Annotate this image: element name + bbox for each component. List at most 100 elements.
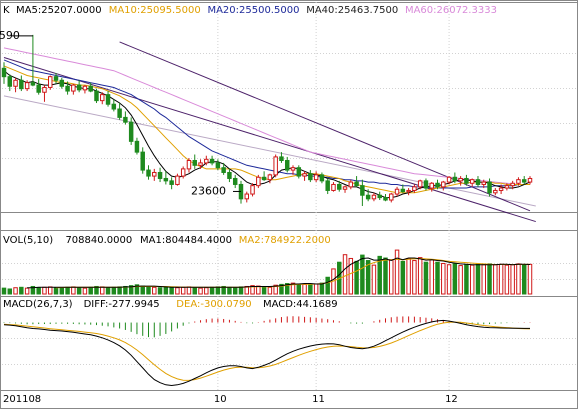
candle-up [290, 167, 296, 171]
volume-bar-down [146, 286, 151, 295]
candle-up [493, 189, 498, 194]
candle-up [417, 180, 423, 188]
volume-bar-down [215, 286, 221, 295]
candle-down [88, 85, 93, 92]
volume-bar-down [475, 263, 481, 295]
candle-down [261, 176, 267, 181]
candle-down [487, 181, 492, 194]
volume-bar-down [284, 283, 290, 295]
candle-up [198, 162, 203, 166]
price-marks: 36590 23600 [0, 29, 536, 223]
candle-up [481, 181, 486, 185]
volume-bar-down [452, 263, 458, 295]
volume-bar-up [446, 264, 452, 295]
volume-bar-down [435, 261, 440, 295]
candle-up [267, 174, 273, 181]
volume-bar-up [302, 283, 307, 295]
macd-header-item: DIFF:-277.9945 [84, 299, 160, 310]
candle-down [354, 181, 359, 187]
candle-up [469, 179, 475, 184]
candle-down [284, 160, 290, 171]
volume-bar-up [82, 287, 88, 295]
volume-bar-down [117, 286, 122, 295]
volume-bar-up [42, 286, 47, 295]
candle-down [7, 76, 13, 87]
volume-bar-up [198, 287, 203, 295]
volume-bar-down [19, 286, 24, 295]
volume-bar-up [348, 257, 354, 295]
volume-ma1-line [27, 257, 531, 289]
volume-bar-up [256, 285, 261, 295]
volume-bar-up [13, 287, 18, 295]
ma20-line [3, 59, 530, 189]
volume-bar-down [227, 286, 232, 295]
candle-down [128, 121, 134, 142]
candle-down [76, 84, 82, 91]
candle-up [152, 171, 157, 177]
candle-down [232, 177, 238, 185]
volume-bar-down [53, 287, 59, 295]
candle-up [412, 186, 417, 191]
trend-line [3, 95, 536, 207]
volume-bar-down [279, 283, 284, 295]
ma10-line [3, 65, 530, 194]
candle-down [452, 176, 458, 182]
volume-bar-down [157, 287, 163, 295]
volume-bar-up [273, 284, 278, 295]
candle-down [163, 177, 169, 182]
volume-panel: VOL(5,10) 708840.0000 MA1:804484.4000 MA2:7… [1, 235, 533, 295]
volume-bar-down [163, 286, 169, 295]
volume-bar-down [296, 283, 302, 295]
trend-line [119, 41, 531, 212]
volume-bar-up [175, 287, 180, 295]
candle-up [48, 76, 53, 88]
volume-bar-down [360, 254, 365, 295]
ma60-line [3, 47, 530, 185]
volume-bar-down [128, 285, 134, 295]
candle-up [446, 176, 452, 183]
candle-up [13, 79, 18, 87]
volume-bar-down [308, 284, 313, 295]
volume-bar-down [232, 287, 238, 295]
volume-bar-down [36, 287, 41, 295]
candle-up [406, 189, 411, 193]
candle-up [100, 94, 105, 102]
volume-bar-up [267, 286, 273, 295]
volume-bar-up [48, 286, 53, 295]
candle-down [53, 76, 59, 81]
volume-bar-down [423, 261, 429, 295]
candle-down [94, 90, 99, 102]
candle-up [256, 176, 261, 187]
volume-header-item: MA2:784922.2000 [239, 235, 331, 246]
volume-marks [1, 249, 533, 295]
volume-bar-down [325, 276, 330, 295]
high-value-label: 36590 [0, 29, 20, 42]
volume-bar-down [65, 286, 70, 295]
volume-bar-up [389, 259, 394, 295]
volume-bar-up [429, 259, 434, 295]
candle-down [400, 188, 406, 193]
price-header-item: MA10:25095.5000 [109, 5, 201, 16]
macd-marks [3, 316, 531, 387]
candle-up [175, 175, 180, 185]
candle-down [157, 171, 163, 179]
volume-bar-up [527, 263, 533, 295]
candle-up [186, 160, 192, 170]
volume-bar-up [371, 264, 377, 295]
price-header-k: K [3, 5, 10, 16]
volume-bar-down [140, 285, 145, 295]
volume-bar-down [105, 287, 111, 295]
candle-up [498, 187, 504, 191]
candle-down [169, 180, 174, 185]
candle-up [302, 173, 307, 177]
volume-bar-up [504, 264, 510, 295]
volume-bar-up [493, 264, 498, 295]
volume-bar-down [383, 257, 388, 295]
candle-down [521, 179, 527, 183]
volume-bar-down [59, 287, 65, 295]
volume-bar-up [394, 249, 400, 295]
volume-bar-up [412, 260, 417, 295]
